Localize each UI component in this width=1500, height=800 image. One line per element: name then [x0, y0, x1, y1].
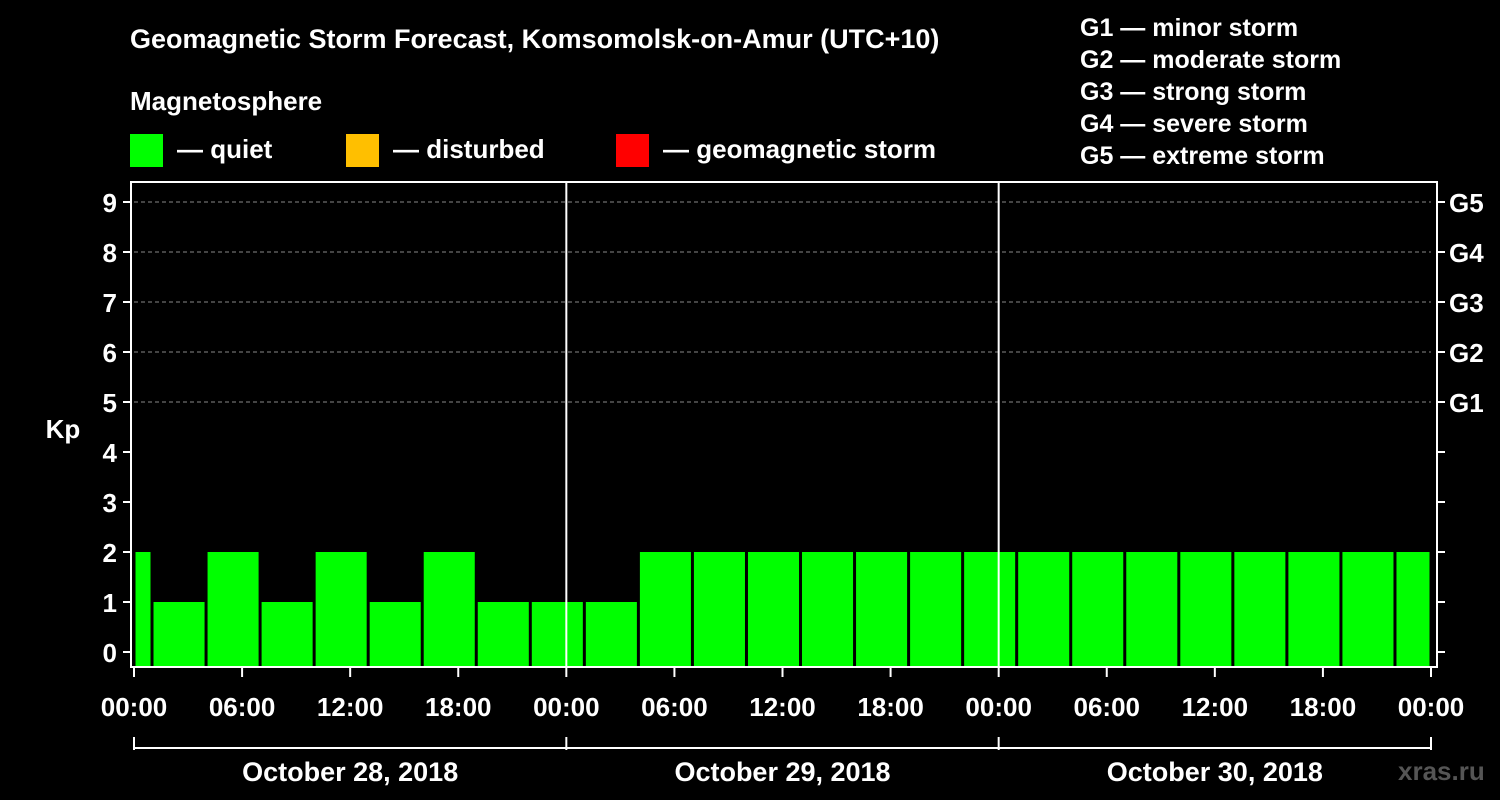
kp-bar-1 [135, 552, 151, 667]
kp-bar-22 [1234, 552, 1286, 667]
chart-title: Geomagnetic Storm Forecast, Komsomolsk-o… [130, 24, 940, 54]
kp-bar-14 [802, 552, 854, 667]
x-tick-label: 18:00 [857, 692, 924, 722]
y-tick-label: 6 [103, 338, 117, 368]
x-tick-label: 06:00 [209, 692, 276, 722]
kp-bar-12 [693, 552, 745, 667]
legend-label-disturbed: — disturbed [393, 134, 545, 164]
x-tick-label: 12:00 [749, 692, 816, 722]
y-tick-label: 5 [103, 388, 117, 418]
x-tick-label: 06:00 [1074, 692, 1141, 722]
kp-bar-9 [531, 602, 583, 667]
kp-bar-15 [856, 552, 908, 667]
legend-label-quiet: — quiet [177, 134, 273, 164]
g-level-label: G4 [1449, 238, 1484, 268]
legend-swatch-quiet [130, 134, 163, 167]
kp-bar-13 [747, 552, 800, 667]
y-tick-label: 4 [103, 438, 118, 468]
plot-frame [130, 181, 1438, 668]
y-tick-label: 2 [103, 538, 117, 568]
kp-bar-19 [1072, 552, 1124, 667]
y-tick-label: 3 [103, 488, 117, 518]
day-label-3: October 30, 2018 [1107, 757, 1323, 787]
kp-bar-17 [964, 552, 1016, 667]
y-tick-label: 0 [103, 638, 117, 668]
x-tick-label: 18:00 [1290, 692, 1357, 722]
kp-bar-16 [910, 552, 962, 667]
x-tick-label: 00:00 [533, 692, 600, 722]
storm-scale-g5: G5 — extreme storm [1080, 142, 1325, 170]
kp-bar-3 [207, 552, 259, 667]
legend-label-storm: — geomagnetic storm [663, 134, 937, 164]
g-level-label: G1 [1449, 388, 1484, 418]
y-tick-label: 1 [103, 588, 117, 618]
storm-scale-g2: G2 — moderate storm [1080, 46, 1342, 74]
watermark: xras.ru [1398, 756, 1485, 786]
kp-bar-8 [477, 602, 529, 667]
x-tick-label: 12:00 [317, 692, 384, 722]
y-tick-label: 9 [103, 188, 117, 218]
kp-bar-11 [639, 552, 691, 667]
x-tick-label: 06:00 [641, 692, 708, 722]
x-tick-label: 00:00 [101, 692, 168, 722]
kp-bar-23 [1288, 552, 1340, 667]
x-tick-label: 12:00 [1182, 692, 1249, 722]
kp-bar-4 [261, 602, 313, 667]
kp-bar-10 [585, 602, 637, 667]
day-label-2: October 29, 2018 [674, 757, 890, 787]
x-tick-label: 18:00 [425, 692, 492, 722]
g-level-label: G5 [1449, 188, 1484, 218]
y-tick-label: 8 [103, 238, 117, 268]
kp-bar-20 [1126, 552, 1178, 667]
kp-bar-25 [1396, 552, 1430, 667]
x-tick-label: 00:00 [965, 692, 1032, 722]
legend-swatch-storm [616, 134, 649, 167]
g-level-label: G3 [1449, 288, 1484, 318]
g-level-label: G2 [1449, 338, 1484, 368]
y-axis-label: Kp [46, 414, 81, 444]
legend-swatch-disturbed [346, 134, 379, 167]
kp-bar-24 [1342, 552, 1394, 667]
kp-bar-18 [1018, 552, 1070, 667]
storm-scale-g3: G3 — strong storm [1080, 78, 1307, 106]
kp-bar-21 [1180, 552, 1232, 667]
legend-heading: Magnetosphere [130, 86, 323, 116]
kp-bar-6 [369, 602, 421, 667]
y-tick-label: 7 [103, 288, 117, 318]
x-tick-label: 00:00 [1398, 692, 1465, 722]
kp-bar-7 [423, 552, 475, 667]
storm-scale-g1: G1 — minor storm [1080, 14, 1299, 42]
day-label-1: October 28, 2018 [242, 757, 458, 787]
kp-bar-5 [315, 552, 367, 667]
storm-scale-g4: G4 — severe storm [1080, 110, 1308, 138]
kp-bar-2 [153, 602, 205, 667]
